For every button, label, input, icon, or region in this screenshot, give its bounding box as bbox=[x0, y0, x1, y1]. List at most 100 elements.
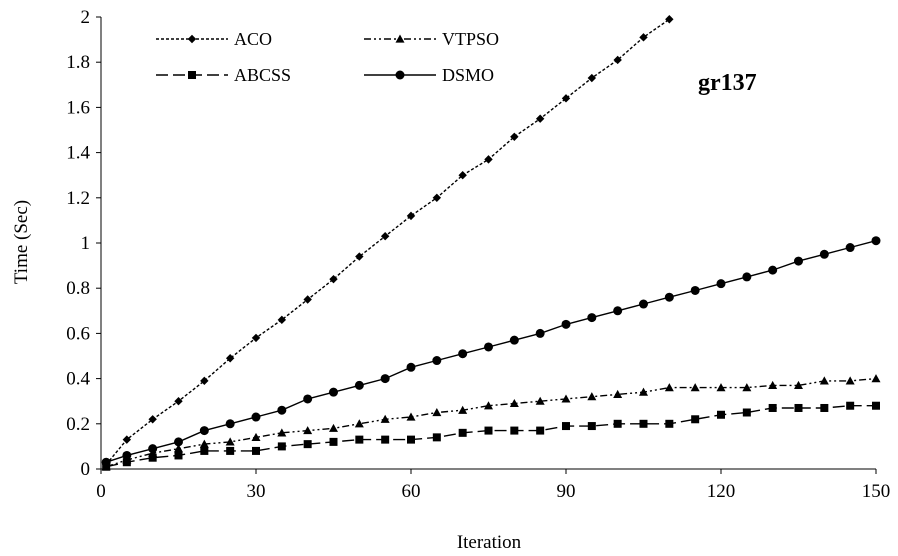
data-point-vtpso bbox=[871, 374, 881, 383]
data-point-abcss bbox=[303, 440, 312, 449]
data-point-abcss bbox=[613, 419, 622, 428]
legend-item-vtpso: VTPSO bbox=[364, 29, 499, 49]
data-point-dsmo bbox=[199, 426, 209, 436]
data-point-vtpso bbox=[251, 432, 261, 441]
data-point-abcss bbox=[665, 419, 674, 428]
data-point-vtpso bbox=[613, 389, 623, 399]
data-point-vtpso bbox=[742, 383, 752, 392]
data-point-vtpso bbox=[174, 444, 183, 453]
data-point-dsmo bbox=[432, 356, 442, 366]
y-tick-label: 1.4 bbox=[66, 143, 90, 164]
x-tick-label: 30 bbox=[247, 481, 266, 502]
data-point-vtpso bbox=[329, 423, 338, 432]
series-vtpso bbox=[101, 374, 881, 471]
data-point-dsmo bbox=[148, 444, 158, 454]
data-point-aco bbox=[458, 171, 467, 180]
data-point-aco bbox=[355, 252, 364, 261]
data-point-vtpso bbox=[535, 396, 545, 405]
legend-label-vtpso: VTPSO bbox=[442, 29, 499, 49]
data-point-abcss bbox=[794, 403, 803, 412]
data-point-aco bbox=[665, 15, 674, 24]
data-point-aco bbox=[639, 33, 648, 42]
data-point-aco bbox=[432, 193, 442, 202]
series-abcss bbox=[102, 401, 880, 471]
data-point-vtpso bbox=[716, 383, 726, 392]
y-tick-label: 0.2 bbox=[66, 414, 90, 435]
legend-item-aco: ACO bbox=[156, 29, 272, 49]
data-point-dsmo bbox=[535, 328, 545, 338]
data-point-aco bbox=[200, 376, 209, 386]
y-tick-label: 2 bbox=[81, 7, 91, 28]
series-line-vtpso bbox=[105, 377, 877, 468]
data-point-abcss bbox=[872, 401, 880, 410]
data-point-dsmo bbox=[742, 272, 752, 282]
data-point-aco bbox=[174, 397, 183, 406]
y-tick-label: 1.2 bbox=[66, 188, 90, 209]
data-point-aco bbox=[535, 114, 545, 123]
y-tick-label: 1 bbox=[81, 233, 91, 254]
data-point-vtpso bbox=[768, 380, 778, 389]
data-point-dsmo bbox=[845, 243, 855, 253]
data-point-vtpso bbox=[458, 405, 468, 414]
data-point-dsmo bbox=[174, 437, 183, 447]
series-line-abcss bbox=[106, 405, 876, 468]
x-axis-title: Iteration bbox=[457, 532, 522, 553]
data-point-abcss bbox=[484, 426, 493, 435]
data-point-dsmo bbox=[329, 387, 338, 397]
data-point-vtpso bbox=[794, 380, 803, 389]
data-point-aco bbox=[303, 295, 312, 304]
data-point-dsmo bbox=[251, 412, 261, 422]
legend-label-abcss: ABCSS bbox=[234, 65, 291, 85]
data-point-vtpso bbox=[509, 398, 519, 408]
data-point-abcss bbox=[122, 458, 131, 467]
y-tick-label: 0.6 bbox=[66, 323, 90, 344]
data-point-abcss bbox=[562, 422, 570, 431]
chart-annotation: gr137 bbox=[698, 70, 757, 96]
data-point-dsmo bbox=[354, 380, 364, 390]
data-point-abcss bbox=[355, 435, 364, 444]
legend-label-dsmo: DSMO bbox=[442, 65, 494, 85]
legend-marker-dsmo bbox=[395, 70, 405, 80]
data-point-dsmo bbox=[458, 349, 468, 359]
data-point-abcss bbox=[407, 435, 415, 444]
data-point-aco bbox=[587, 73, 597, 83]
data-point-dsmo bbox=[768, 265, 778, 275]
data-point-vtpso bbox=[225, 437, 235, 446]
data-point-vtpso bbox=[664, 383, 674, 392]
data-point-aco bbox=[380, 232, 390, 241]
data-point-aco bbox=[561, 94, 571, 103]
data-point-dsmo bbox=[225, 419, 235, 429]
data-point-vtpso bbox=[354, 419, 364, 428]
y-tick-label: 0.8 bbox=[66, 278, 90, 299]
data-point-vtpso bbox=[484, 401, 493, 410]
legend-marker-vtpso bbox=[395, 34, 405, 43]
data-point-abcss bbox=[252, 446, 260, 455]
x-tick-label: 150 bbox=[862, 481, 891, 502]
data-point-abcss bbox=[717, 410, 725, 419]
data-point-dsmo bbox=[277, 405, 287, 415]
data-point-vtpso bbox=[199, 439, 209, 448]
legend-label-aco: ACO bbox=[234, 29, 272, 49]
data-point-vtpso bbox=[432, 408, 442, 417]
data-point-abcss bbox=[458, 428, 467, 437]
x-tick-label: 0 bbox=[96, 481, 106, 502]
data-point-dsmo bbox=[484, 342, 493, 352]
legend-marker-aco bbox=[187, 34, 197, 44]
data-point-abcss bbox=[329, 437, 338, 446]
data-point-abcss bbox=[102, 462, 111, 471]
data-point-vtpso bbox=[380, 414, 390, 423]
data-point-dsmo bbox=[587, 313, 597, 323]
data-point-abcss bbox=[200, 446, 209, 455]
data-point-abcss bbox=[148, 453, 157, 462]
legend-item-abcss: ABCSS bbox=[156, 65, 291, 85]
data-point-abcss bbox=[432, 433, 441, 442]
data-point-abcss bbox=[381, 435, 390, 444]
data-point-dsmo bbox=[303, 394, 313, 404]
series-aco bbox=[101, 15, 674, 469]
y-tick-label: 1.6 bbox=[66, 97, 90, 118]
data-point-abcss bbox=[174, 451, 183, 460]
y-axis-title: Time (Sec) bbox=[11, 200, 32, 284]
y-tick-label: 0.4 bbox=[66, 369, 90, 390]
data-point-abcss bbox=[768, 403, 777, 412]
